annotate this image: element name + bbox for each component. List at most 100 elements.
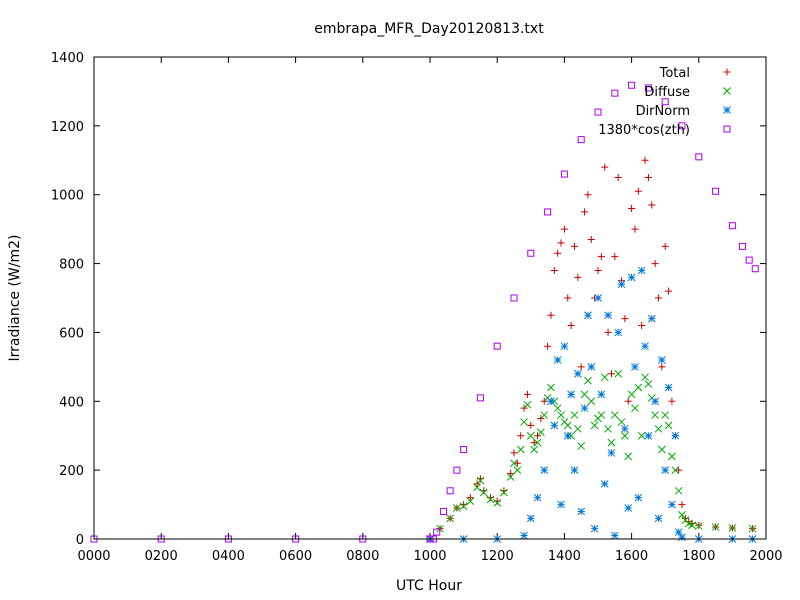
series-1-point [513, 466, 522, 474]
legend-label: 1380*cos(zth) [598, 123, 690, 138]
series-layer [90, 81, 759, 543]
series-0-point [634, 187, 642, 195]
series-1-point [610, 411, 619, 419]
y-tick-label: 600 [59, 326, 84, 341]
series-0-point [584, 191, 592, 199]
series-0-point [466, 494, 474, 502]
series-1-point [631, 404, 639, 413]
series-1-point [688, 521, 696, 530]
series-3-point [544, 208, 552, 216]
legend-label: Total [659, 66, 690, 81]
series-0-point [621, 315, 629, 323]
legend-marker [723, 125, 731, 133]
series-1-point [506, 473, 515, 481]
series-0-point [510, 449, 518, 457]
series-0-point [668, 397, 676, 405]
series-2-point [570, 466, 579, 474]
series-0-point [644, 174, 652, 181]
x-tick-label: 0000 [77, 549, 110, 564]
series-2-point [604, 311, 612, 320]
series-0 [426, 156, 757, 543]
series-0-point [651, 260, 659, 268]
y-tick-label: 400 [59, 395, 84, 410]
series-1-point [607, 438, 616, 447]
series-1-point [637, 431, 646, 440]
series-2-point [533, 493, 542, 502]
series-2-point [597, 390, 606, 399]
y-tick-label: 800 [59, 258, 84, 273]
series-1-point [473, 483, 481, 492]
x-axis-title: UTC Hour [396, 578, 462, 594]
series-0-point [544, 342, 552, 350]
series-1-point [526, 431, 535, 440]
series-1-point [573, 424, 582, 433]
x-tick-label: 0200 [145, 549, 178, 564]
legend-label: DirNorm [636, 104, 690, 119]
series-1-point [446, 514, 455, 523]
series-0-point [513, 459, 521, 467]
series-2-point [644, 431, 653, 440]
series-2-point [587, 363, 596, 371]
series-1-point [651, 411, 659, 419]
series-1-point [537, 428, 545, 437]
series-1-point [664, 421, 673, 430]
series-3-point [738, 242, 746, 250]
series-0-point [607, 370, 615, 378]
x-tick-label: 0800 [346, 549, 379, 564]
series-1-point [557, 411, 565, 419]
series-2-point [553, 356, 562, 364]
series-1-point [644, 380, 653, 388]
series-0-point [570, 242, 578, 250]
series-0-point [624, 397, 632, 405]
series-2-point [540, 466, 549, 474]
series-3-point [446, 487, 454, 495]
series-1-point [657, 445, 666, 454]
chart-title: embrapa_MFR_Day20120813.txt [314, 21, 544, 37]
series-2-point [610, 531, 619, 540]
series-3-point [728, 222, 736, 230]
series-1-point [621, 431, 629, 440]
series-2-point [671, 431, 680, 440]
series-3-point [510, 294, 518, 302]
y-tick-label: 1000 [51, 189, 84, 204]
series-2 [426, 266, 757, 543]
series-2-point [607, 449, 616, 457]
series-2-point [526, 514, 535, 523]
series-2-point [573, 369, 582, 378]
series-2-point [641, 342, 649, 351]
series-2-point [600, 480, 609, 488]
series-1-point [678, 511, 686, 519]
series-0-point [648, 201, 656, 209]
series-2-point [661, 466, 670, 474]
series-0-point [675, 466, 683, 474]
x-tick-label: 2000 [749, 549, 782, 564]
ticks-layer: 0000 0200 0400 0600 0800 1000 1200 1400 1600 1800… [51, 51, 783, 564]
series-2-point [627, 273, 636, 282]
x-tick-label: 1400 [548, 549, 581, 564]
series-3-point [577, 136, 585, 144]
x-tick-label: 0600 [279, 549, 312, 564]
plot-frame [93, 56, 767, 540]
y-axis-title: Irradiance (W/m2) [7, 235, 23, 362]
series-0-point [567, 322, 575, 330]
series-1-point [624, 452, 633, 461]
series-2-point [617, 280, 626, 289]
series-1-point [597, 411, 606, 419]
series-0-point [581, 208, 589, 216]
series-1-point [520, 418, 528, 426]
series-1-point [654, 424, 663, 433]
series-3-point [453, 466, 461, 474]
series-2-point [594, 294, 602, 302]
series-0-point [628, 204, 636, 212]
series-1-point [563, 421, 572, 430]
series-3-point [695, 153, 703, 161]
series-3-point [433, 528, 441, 536]
series-3-point [560, 170, 568, 178]
series-0-point [574, 273, 582, 281]
series-1-point [674, 486, 683, 495]
series-1-point [479, 488, 488, 497]
series-1-point [661, 411, 670, 419]
series-1-point [614, 369, 623, 378]
legend-marker [723, 68, 731, 76]
